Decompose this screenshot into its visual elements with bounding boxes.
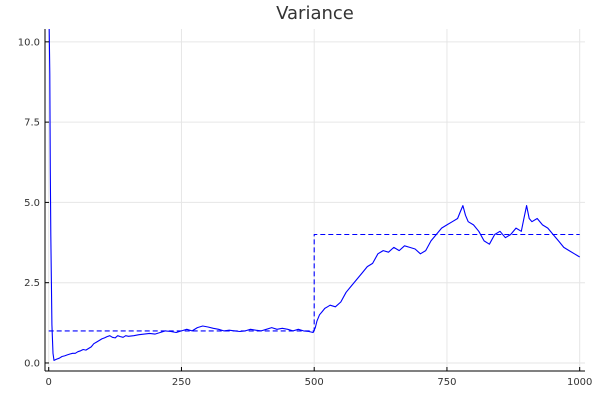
x-tick-label: 750 [437,377,456,388]
x-tick-label: 1000 [567,377,592,388]
dashed-step-line [48,233,580,332]
x-tick-label: 0 [46,377,52,388]
series-group [48,28,580,361]
variance-line [48,28,580,361]
chart-title: Variance [276,3,354,24]
gridlines [45,29,585,371]
tick-labels: 0 250 500 750 1000 0.0 2.5 5.0 7.5 10.0 [18,37,593,388]
y-tick-label: 10.0 [18,37,40,48]
y-tick-label: 2.5 [24,278,40,289]
axes [44,29,585,372]
x-tick-label: 250 [172,377,191,388]
y-tick-label: 5.0 [24,198,40,209]
y-tick-label: 7.5 [24,118,40,129]
y-tick-label: 0.0 [24,358,40,369]
x-tick-label: 500 [305,377,324,388]
